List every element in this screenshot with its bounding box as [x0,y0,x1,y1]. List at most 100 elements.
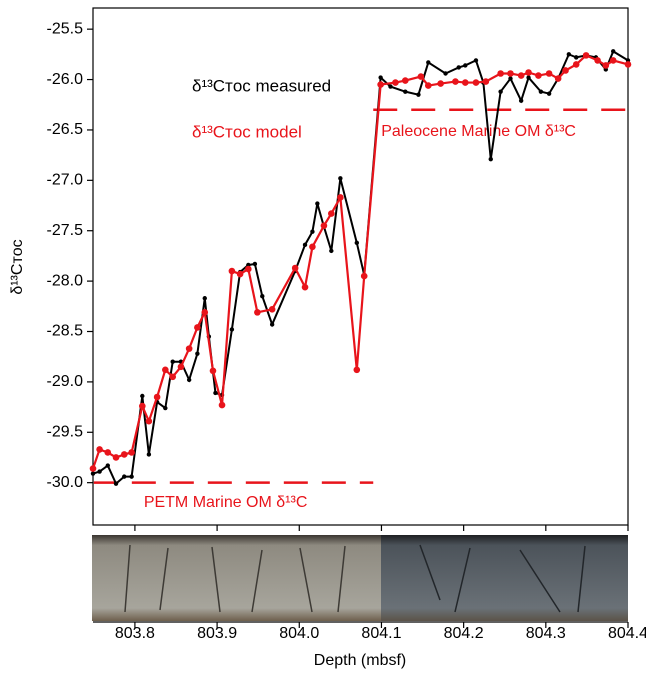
data-point [526,75,531,80]
data-point [473,58,479,63]
data-point [517,72,525,79]
data-point [254,309,261,316]
data-point [105,463,110,468]
data-point [463,63,468,68]
data-point [443,71,448,76]
data-point [360,272,368,280]
data-point [112,454,120,461]
data-point [302,242,308,248]
y-tick-label: -25.5 [47,20,84,37]
data-point [128,449,135,456]
data-point [301,283,309,291]
data-point [337,194,344,201]
data-point [162,366,169,374]
data-point [315,201,320,206]
data-point [525,69,532,76]
data-point [518,98,524,103]
data-point [624,61,632,68]
data-point [329,248,334,254]
data-point [472,79,480,86]
data-point [90,471,96,476]
data-point [535,72,542,79]
data-point [497,70,504,77]
data-point [452,78,459,85]
core-photo [92,535,628,621]
data-point [309,243,316,251]
data-point [185,345,193,352]
data-point [416,92,421,97]
data-point [353,366,361,374]
data-point [146,452,152,457]
data-point [201,309,209,316]
data-point [153,393,161,401]
data-point [611,49,616,54]
x-tick-label: 804.1 [361,625,401,642]
data-point [498,89,503,94]
data-point [169,373,177,381]
data-point [507,70,514,77]
data-point [194,324,201,331]
data-point [437,80,444,87]
data-point [252,261,258,267]
data-point [89,465,97,472]
legend-entry: δ¹³Cᴛᴏᴄ measured [192,76,331,95]
y-tick-label: -29.0 [47,373,84,390]
data-point [572,61,580,68]
data-point [245,265,252,273]
data-point [96,446,103,453]
data-point [229,327,235,332]
data-point [388,84,393,89]
data-point [310,229,315,234]
data-point [403,89,408,94]
data-point [354,240,360,246]
data-point [538,89,544,94]
y-tick-label: -27.0 [47,172,84,189]
data-point [594,57,601,64]
plot-frame [92,7,629,526]
data-point [320,222,328,229]
data-point [545,70,553,77]
data-point [424,82,432,89]
data-point [508,76,513,81]
data-point [113,481,119,486]
x-axis-label: Depth (mbsf) [314,652,406,669]
data-point [582,52,590,59]
data-point [145,417,153,425]
data-point [177,363,185,371]
y-axis-label: δ¹³Cᴛᴏᴄ [9,239,26,294]
data-point [213,390,218,396]
data-point [260,294,265,299]
data-point [228,267,236,275]
data-point [129,474,134,479]
data-point [139,402,146,410]
data-point [268,306,276,313]
data-point [417,73,425,80]
data-point [482,78,490,85]
data-point [488,156,493,162]
data-point [574,55,579,60]
data-point [122,474,127,479]
data-point [97,469,102,474]
data-point [104,449,112,456]
data-point [269,322,275,327]
data-point [338,176,343,181]
data-point [461,79,469,86]
data-point [562,67,569,74]
data-point [170,359,175,364]
x-tick-label: 804.2 [444,625,484,642]
data-point [609,57,617,64]
x-tick-label: 804.4 [608,625,646,642]
data-point [401,77,409,84]
y-tick-label: -28.0 [47,272,84,289]
data-point [426,60,431,65]
data-point [163,405,168,411]
data-point [378,75,383,80]
data-point [236,270,244,278]
data-point [546,91,552,96]
y-tick-label: -26.0 [47,71,84,88]
data-point [377,81,384,88]
y-tick-label: -27.5 [47,222,84,239]
data-point [328,210,335,217]
data-point [566,52,572,57]
data-point [202,296,207,301]
